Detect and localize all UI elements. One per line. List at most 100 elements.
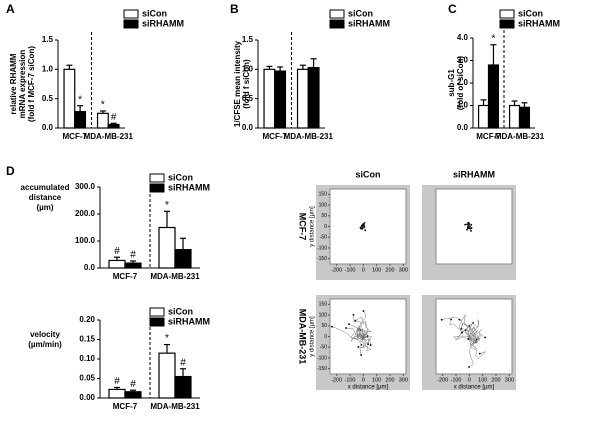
significance-marker: # xyxy=(130,250,136,261)
legend-label: siCon xyxy=(168,306,193,316)
legend-swatch xyxy=(329,9,345,19)
legend-label: siRHAMM xyxy=(168,316,210,326)
trajectory-end xyxy=(363,221,366,224)
bar xyxy=(518,106,531,129)
bar xyxy=(487,64,500,129)
significance-marker: * xyxy=(101,100,105,111)
x-tick-label: -200 xyxy=(437,377,448,383)
significance-marker: * xyxy=(165,200,169,211)
trajectory-end xyxy=(359,226,362,229)
y-tick-label: -50 xyxy=(320,235,327,241)
y-tick-label: -50 xyxy=(320,345,327,351)
y-tick-label: 100 xyxy=(319,202,328,208)
trajectory xyxy=(469,335,481,350)
y-tick-label: 0.0 xyxy=(84,263,96,272)
y-axis-label: accumulated xyxy=(21,183,70,192)
trajectory xyxy=(455,326,470,340)
row-label: MDA-MB-231 xyxy=(298,309,308,365)
y-tick-label: 200.0 xyxy=(75,209,96,218)
bar xyxy=(274,70,287,129)
bar xyxy=(296,68,309,129)
trajectory xyxy=(467,319,480,342)
x-tick-label: -100 xyxy=(450,377,461,383)
row-label: MCF-7 xyxy=(298,213,308,241)
y-tick-label: 100 xyxy=(319,312,328,318)
x-tick-label: 0 xyxy=(362,377,365,383)
trajectory xyxy=(468,332,481,344)
legend-swatch xyxy=(123,19,139,29)
y-axis-label: velocity xyxy=(30,330,60,339)
significance-marker: # xyxy=(114,246,120,257)
trajectory-end xyxy=(352,313,355,316)
legend-swatch xyxy=(149,317,165,327)
x-tick-label: 0 xyxy=(362,267,365,273)
bar xyxy=(108,388,126,399)
trajectory-end xyxy=(364,229,367,232)
trajectory-end xyxy=(348,323,350,325)
y-tick-label: 300.0 xyxy=(75,182,96,191)
x-tick-label: 100 xyxy=(372,267,381,273)
trajectory-end xyxy=(458,318,461,321)
x-tick-label: MCF-7 xyxy=(113,272,138,281)
panel-label: C xyxy=(448,2,457,16)
trajectory-end xyxy=(464,223,467,226)
x-tick-label: MDA-MB-231 xyxy=(84,132,134,141)
y-tick-label: 4.0 xyxy=(457,33,469,42)
y-tick-label: 0.10 xyxy=(79,354,95,363)
trajectory xyxy=(441,316,470,337)
x-tick-label: 0 xyxy=(468,377,471,383)
legend-swatch xyxy=(149,173,165,183)
trajectory-end xyxy=(475,338,478,341)
trajectory xyxy=(346,327,364,339)
y-tick-label: -150 xyxy=(317,366,327,372)
x-tick-label: MCF-7 xyxy=(476,132,501,141)
bar xyxy=(174,249,192,269)
trajectory xyxy=(359,336,370,348)
trajectory-end xyxy=(440,318,443,321)
y-tick-label: 0.05 xyxy=(79,374,95,383)
y-tick-label: 0.0 xyxy=(42,123,54,132)
x-tick-label: MDA-MB-231 xyxy=(284,132,334,141)
x-tick-label: MCF-7 xyxy=(113,402,138,411)
y-tick-label: 0 xyxy=(324,224,327,230)
y-axis-label: distance xyxy=(29,193,62,202)
bar xyxy=(124,391,142,399)
y-axis-label: (µm/min) xyxy=(28,340,62,349)
legend-label: siRHAMM xyxy=(168,182,210,192)
significance-marker: # xyxy=(114,376,120,387)
bar xyxy=(508,104,521,129)
x-axis-label: x distance [µm] xyxy=(454,385,495,391)
x-tick-label: MCF-7 xyxy=(63,132,88,141)
trajectory-end xyxy=(362,310,365,312)
x-axis-label: x distance [µm] xyxy=(348,385,389,391)
trajectory xyxy=(469,330,480,344)
trajectory xyxy=(354,327,368,342)
significance-marker: * xyxy=(78,94,82,105)
y-tick-label: -150 xyxy=(317,256,327,262)
plot-area xyxy=(329,188,407,265)
trajectory xyxy=(351,333,368,342)
y-tick-label: 50 xyxy=(321,323,327,329)
y-axis-label: (fold f siCon) xyxy=(242,59,251,109)
x-tick-label: MDA-MB-231 xyxy=(150,272,200,281)
x-tick-label: 300 xyxy=(505,377,514,383)
bar xyxy=(477,104,490,129)
x-tick-label: -200 xyxy=(331,377,342,383)
bar xyxy=(96,112,109,129)
trajectory-end xyxy=(467,222,470,225)
significance-marker: * xyxy=(492,33,496,44)
bar xyxy=(74,110,87,129)
y-axis-label: y distance [µm] xyxy=(310,316,316,357)
bar xyxy=(124,262,142,269)
trajectory-end xyxy=(354,319,357,322)
trajectory-end xyxy=(468,325,471,327)
legend-label: siRHAMM xyxy=(142,18,184,28)
x-tick-label: -100 xyxy=(344,377,355,383)
y-tick-label: 1.5 xyxy=(242,35,254,44)
trajectory-end xyxy=(484,336,487,339)
x-tick-label: -100 xyxy=(344,267,355,273)
y-tick-label: 0.5 xyxy=(242,94,254,103)
legend-label: siCon xyxy=(348,8,373,18)
trajectory-end xyxy=(470,229,472,232)
